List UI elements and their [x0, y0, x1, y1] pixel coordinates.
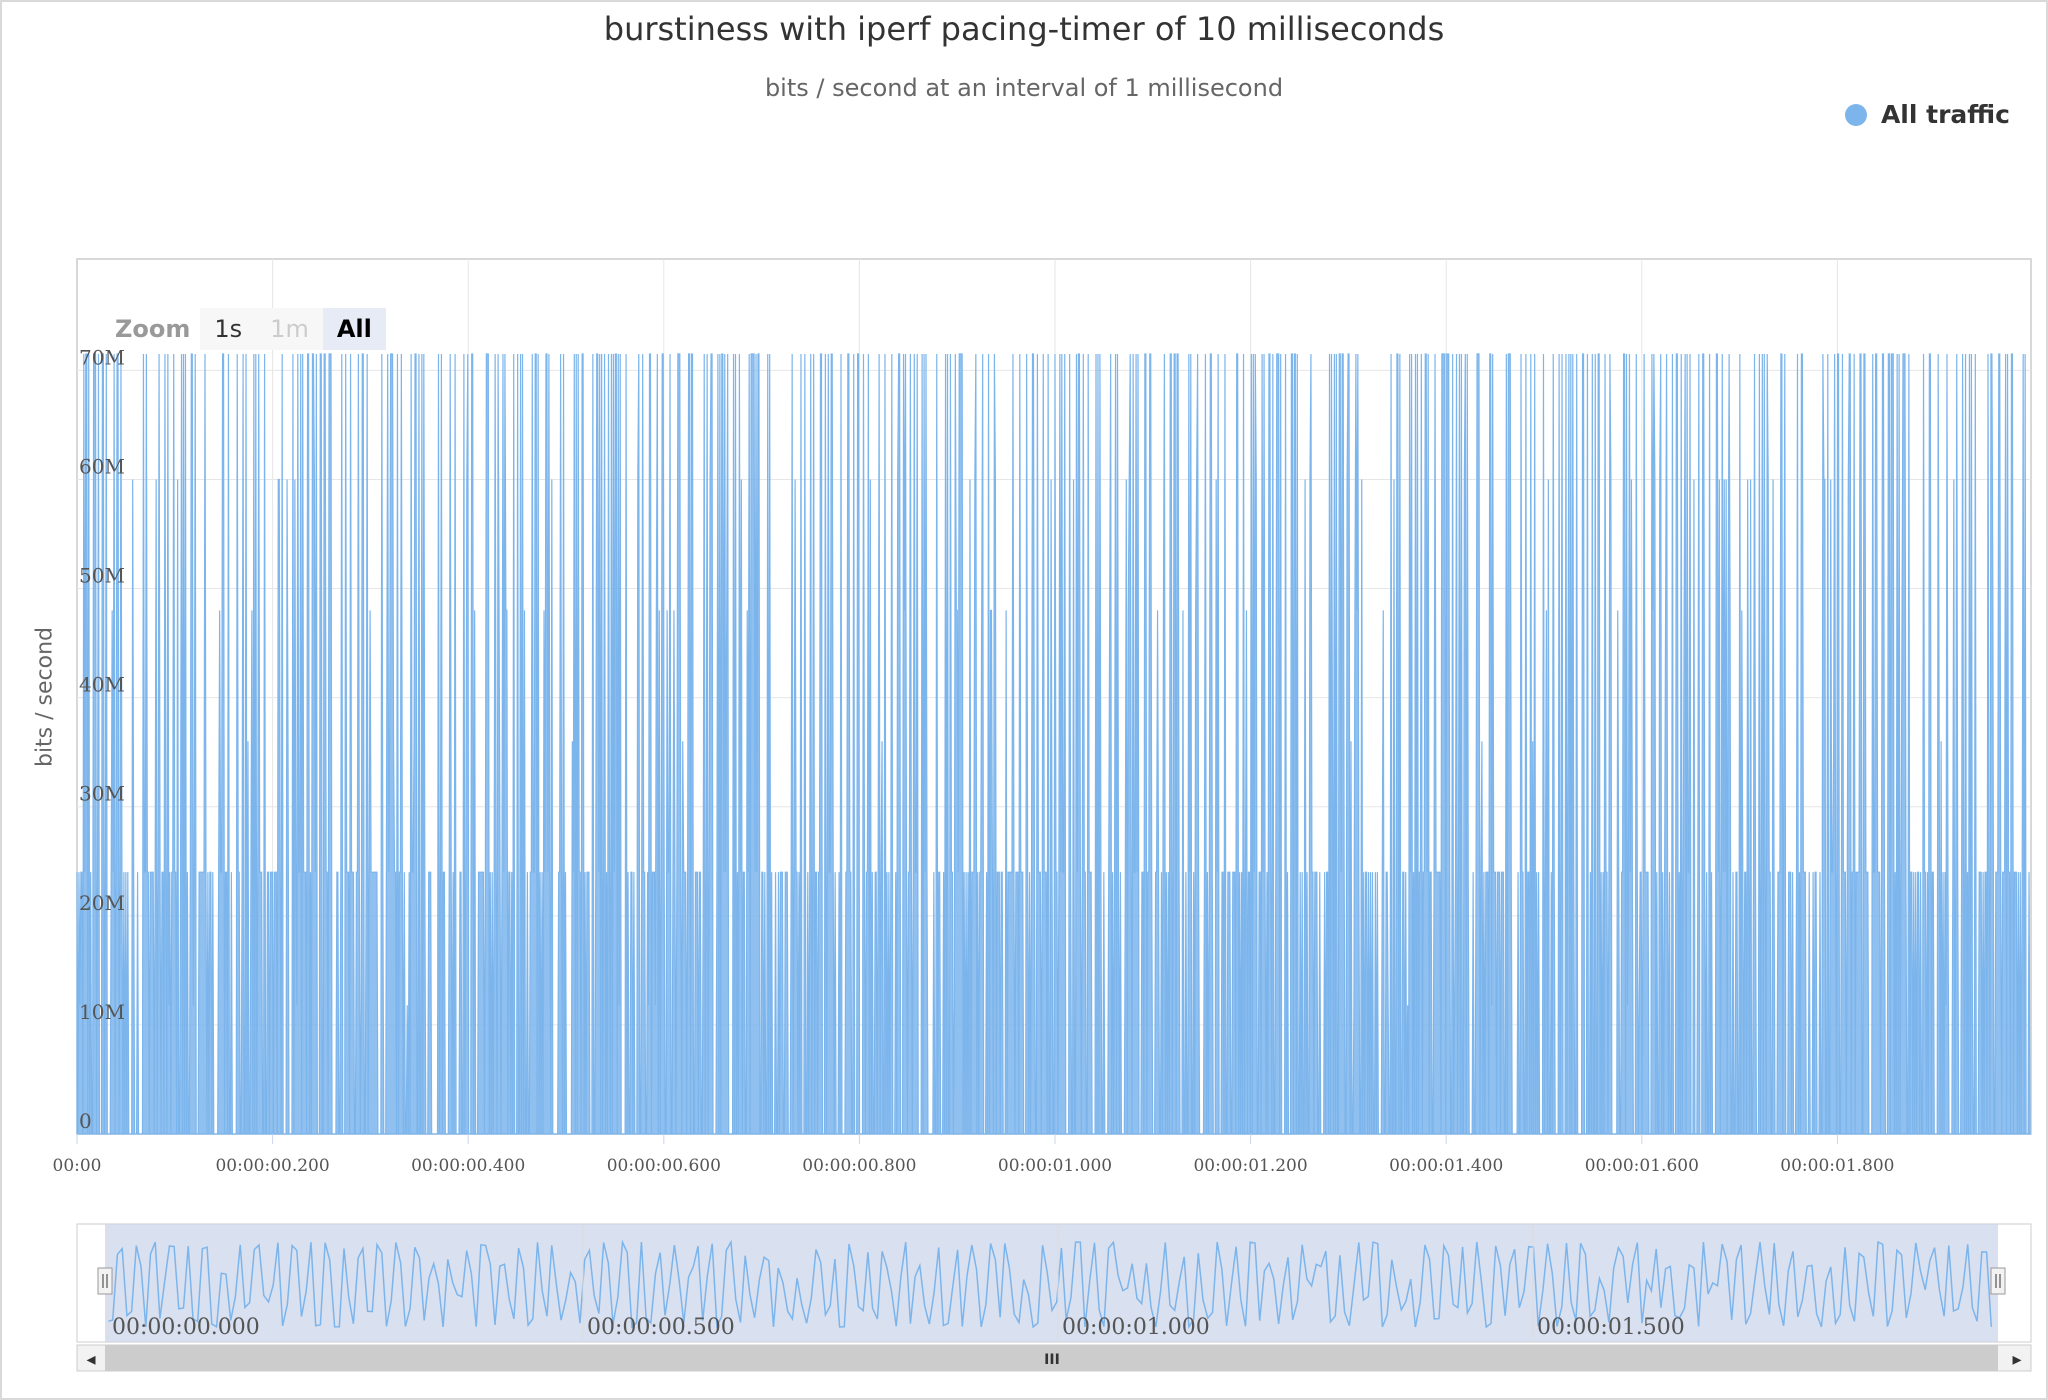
x-tick-label: 00:00:01.600: [1585, 1156, 1699, 1176]
y-tick-label: 30M: [79, 782, 125, 806]
y-tick-label: 20M: [79, 891, 125, 915]
handle-body: [97, 1267, 113, 1295]
x-tick-label: 00:00:01.000: [998, 1156, 1112, 1176]
legend-label: All traffic: [1880, 100, 2010, 129]
chart-title: burstiness with iperf pacing-timer of 10…: [603, 10, 1445, 48]
zoom-1m-button[interactable]: 1m: [256, 308, 323, 350]
navigator-tick-label: 00:00:00.500: [587, 1315, 735, 1340]
zoom-label: Zoom: [115, 315, 191, 343]
navigator-selection: [105, 1224, 1998, 1342]
chart-subtitle: bits / second at an interval of 1 millis…: [764, 74, 1284, 102]
handle-body: [1990, 1267, 2006, 1295]
series-area: [76, 353, 2031, 1135]
y-tick-label: 60M: [79, 454, 125, 478]
y-tick-label: 50M: [79, 564, 125, 588]
y-tick-label: 10M: [79, 1000, 125, 1024]
scrollbar-right-arrow-icon: ▸: [2012, 1349, 2021, 1370]
scrollbar[interactable]: ◂ ▸ III: [76, 1344, 2032, 1372]
x-tick-label: 00:00:00.800: [802, 1156, 916, 1176]
x-tick-label: 00:00:01.800: [1780, 1156, 1894, 1176]
navigator-right-handle[interactable]: [1990, 1267, 2006, 1295]
range-selector: Zoom 1s 1m All: [115, 308, 386, 350]
x-tick-label: 00:00:01.400: [1389, 1156, 1503, 1176]
y-tick-label: 0: [79, 1109, 92, 1133]
x-tick-label: 00:00: [53, 1156, 102, 1176]
navigator[interactable]: 00:00:00.000 00:00:00.500 00:00:01.000 00:0…: [76, 1223, 2032, 1372]
legend-marker-icon: [1844, 103, 1867, 126]
x-tick-label: 00:00:01.200: [1193, 1156, 1307, 1176]
navigator-tick-label: 00:00:01.500: [1537, 1315, 1685, 1340]
navigator-series: [107, 1239, 1993, 1330]
zoom-1s-button[interactable]: 1s: [200, 308, 257, 350]
x-tick-label: 00:00:00.400: [411, 1156, 525, 1176]
navigator-tick-label: 00:00:00.000: [112, 1315, 260, 1340]
series-all-traffic: [76, 353, 2031, 1135]
legend-item-all-traffic[interactable]: All traffic: [1844, 100, 2010, 129]
scrollbar-thumb: [105, 1345, 1998, 1371]
scrollbar-grip-icon: III: [1044, 1352, 1060, 1368]
zoom-all-button[interactable]: All: [322, 308, 386, 350]
x-tick-label: 00:00:00.600: [607, 1156, 721, 1176]
navigator-tick-label: 00:00:01.000: [1062, 1315, 1210, 1340]
y-tick-label: 70M: [79, 345, 125, 369]
y-tick-label: 40M: [79, 673, 125, 697]
scrollbar-left-arrow-icon: ◂: [86, 1349, 95, 1370]
axes: 0 10M 20M 30M 40M 50M 60M 70M 00:00 00:00:00.200 0…: [53, 345, 1895, 1176]
x-tick-label: 00:00:00.200: [215, 1156, 329, 1176]
navigator-left-handle[interactable]: [97, 1267, 113, 1295]
